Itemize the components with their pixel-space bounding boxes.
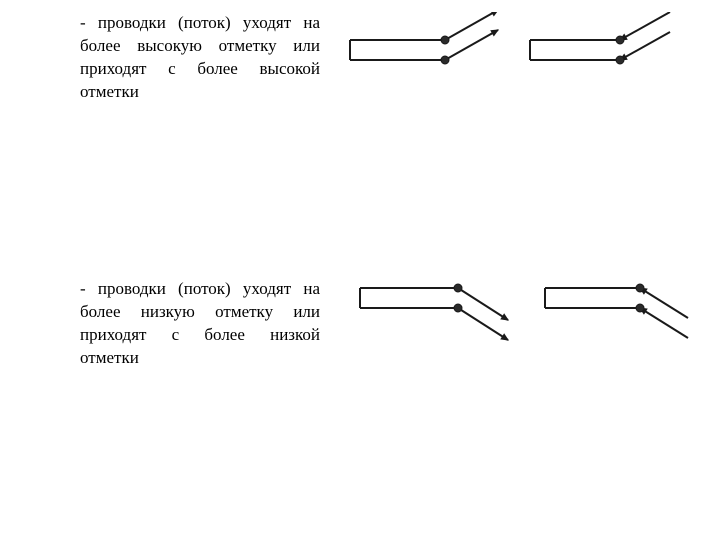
entry-row: - проводки (поток) уходят на более высок…	[0, 12, 720, 104]
entry-diagram	[330, 12, 710, 102]
entry-row: - проводки (поток) уходят на более низку…	[0, 278, 720, 370]
entry-text: - проводки (поток) уходят на более высок…	[10, 12, 330, 104]
entry-text: - проводки (поток) уходят на более низку…	[10, 278, 330, 370]
wiring-symbol-high	[330, 12, 700, 102]
wiring-symbol-low	[330, 278, 700, 368]
entry-diagram	[330, 278, 710, 368]
